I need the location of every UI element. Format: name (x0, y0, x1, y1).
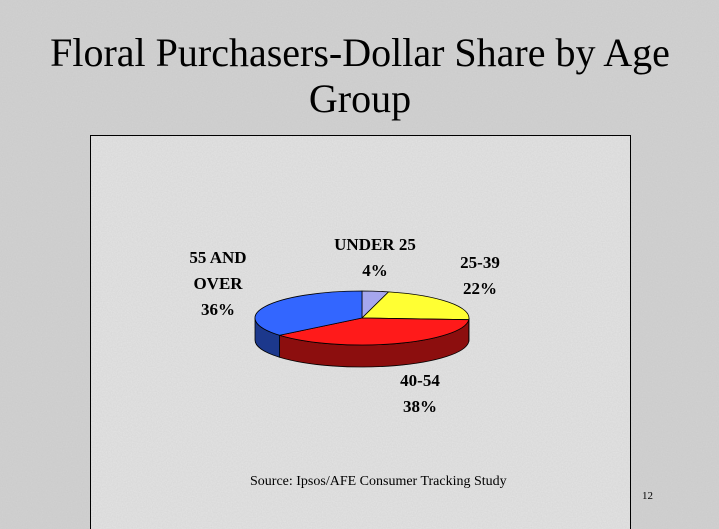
value-label: 36% (201, 300, 235, 319)
page-number: 12 (642, 490, 653, 502)
slice-label: 40-54 38% (380, 368, 460, 420)
category-label: 25-39 (460, 253, 500, 272)
value-label: 38% (403, 397, 437, 416)
value-label: 22% (463, 279, 497, 298)
slice (254, 290, 363, 336)
slice-label: 25-39 22% (440, 250, 520, 302)
slice (279, 317, 470, 346)
source: Source: Ipsos/AFE Consumer Tracking Stud… (250, 474, 507, 489)
pie (254, 290, 470, 368)
slide-title: Floral Purchasers-Dollar Share by Age Gr… (50, 30, 670, 121)
slice (361, 291, 470, 321)
category-label: 40-54 (400, 371, 440, 390)
value-label: 4% (362, 261, 388, 280)
slice-label: UNDER 25 4% (330, 232, 420, 284)
category-label: UNDER 25 (334, 235, 416, 254)
category-label: 55 AND OVER (189, 248, 247, 293)
slice-label: 55 AND OVER 36% (170, 245, 266, 323)
